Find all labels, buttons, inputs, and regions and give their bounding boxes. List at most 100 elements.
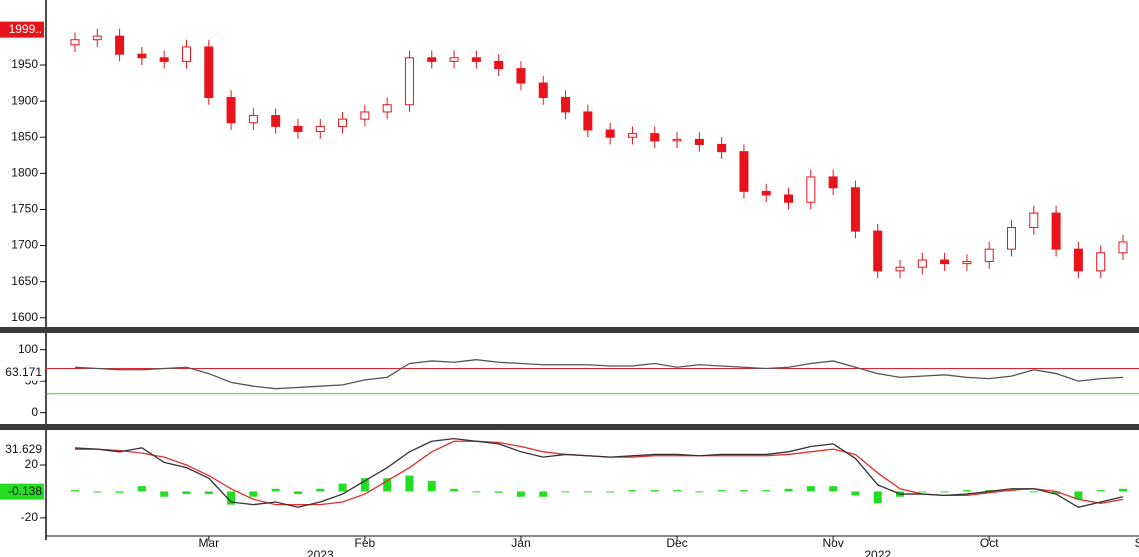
histogram-bar — [472, 491, 481, 493]
x-tick-label: Dec — [666, 536, 687, 550]
candle-body — [159, 57, 169, 62]
candle-body — [650, 133, 660, 142]
histogram-bar — [137, 486, 146, 492]
histogram-bar — [1029, 491, 1038, 493]
candle-body — [293, 125, 303, 132]
histogram-bar — [93, 491, 102, 493]
histogram-bar — [628, 490, 637, 492]
panel-separator — [0, 327, 1139, 333]
histogram-bar — [829, 486, 838, 492]
candle-body — [1029, 212, 1039, 229]
macd-line — [74, 437, 1124, 508]
histogram-bar — [695, 491, 704, 493]
histogram-bar — [405, 475, 414, 492]
value-tag — [0, 483, 44, 500]
candle-body — [360, 111, 370, 120]
histogram-bar — [1052, 491, 1061, 495]
histogram-bar — [249, 491, 258, 497]
histogram-bar — [583, 491, 592, 493]
value-tag-label: 63.171 — [5, 365, 42, 379]
candle-body — [70, 39, 80, 46]
histogram-bar — [160, 491, 169, 497]
histogram-bar — [873, 491, 882, 504]
histogram-bar — [338, 483, 347, 492]
candle-body — [1073, 248, 1083, 272]
histogram-bar — [561, 491, 570, 493]
histogram-bar — [360, 478, 369, 492]
histogram-bar — [851, 491, 860, 496]
candle-body — [873, 230, 883, 272]
candle-body — [271, 115, 281, 127]
histogram-bar — [962, 490, 971, 492]
candle-body — [583, 111, 593, 131]
candle-body — [940, 259, 950, 265]
year-label: 2022 — [864, 548, 891, 557]
candle-body — [338, 118, 348, 127]
y-tick-label: 20 — [25, 457, 39, 471]
candle-body — [181, 46, 191, 62]
histogram-bar — [650, 490, 659, 492]
histogram-bar — [739, 490, 748, 492]
histogram-bar — [427, 480, 436, 492]
histogram-bar — [450, 488, 459, 492]
x-tick-label: Mar — [198, 536, 219, 550]
candle-body — [962, 260, 972, 265]
candle-body — [1096, 252, 1106, 272]
candle-body — [605, 129, 615, 138]
rsi-line — [74, 359, 1124, 390]
value-tag-label: -0.138 — [8, 484, 42, 498]
x-tick-label: Oct — [980, 536, 999, 550]
histogram-bar — [316, 488, 325, 492]
y-tick-label: 0 — [31, 405, 38, 419]
y-tick-label: 1900 — [11, 93, 38, 107]
histogram-bar — [673, 490, 682, 492]
candle-body — [449, 57, 459, 62]
value-tag — [0, 21, 44, 38]
histogram-bar — [918, 491, 927, 493]
candle-body — [427, 57, 437, 62]
histogram-bar — [606, 491, 615, 493]
y-tick-label: 1650 — [11, 274, 38, 288]
value-tag-label: 31.629 — [5, 442, 42, 456]
y-tick-label: 1800 — [11, 166, 38, 180]
candle-body — [984, 248, 994, 262]
candle-body — [627, 133, 637, 138]
y-tick-label: -20 — [21, 510, 39, 524]
histogram-bar — [182, 491, 191, 495]
histogram-bar — [784, 488, 793, 492]
value-tag — [0, 441, 44, 458]
y-tick-label: 1950 — [11, 57, 38, 71]
candle-body — [92, 35, 102, 41]
candle-body — [115, 35, 125, 55]
candle-body — [226, 97, 236, 124]
candle-body — [404, 57, 414, 106]
candle-body — [137, 53, 147, 59]
candle-body — [784, 194, 794, 203]
panel-separator — [0, 424, 1139, 430]
histogram-bar — [985, 490, 994, 492]
candle-body — [494, 60, 504, 70]
candle-body — [761, 190, 771, 196]
candle-body — [895, 266, 905, 272]
candle-body — [204, 46, 214, 98]
candle-body — [717, 143, 727, 153]
y-tick-label: 1700 — [11, 238, 38, 252]
candle-body — [739, 151, 749, 192]
candle-body — [561, 97, 571, 113]
histogram-bar — [516, 491, 525, 497]
histogram-bar — [71, 490, 79, 492]
histogram-bar — [1074, 491, 1083, 500]
candle-body — [1051, 212, 1061, 250]
candle-body — [382, 104, 392, 113]
x-tick-label: Nov — [822, 536, 843, 550]
histogram-bar — [806, 486, 815, 492]
histogram-bar — [115, 491, 124, 493]
histogram-bar — [1096, 490, 1105, 492]
candle-body — [315, 125, 325, 132]
candle-body — [1007, 227, 1017, 250]
histogram-bar — [271, 488, 280, 492]
year-label: 2023 — [307, 548, 334, 557]
candle-body — [516, 68, 526, 84]
